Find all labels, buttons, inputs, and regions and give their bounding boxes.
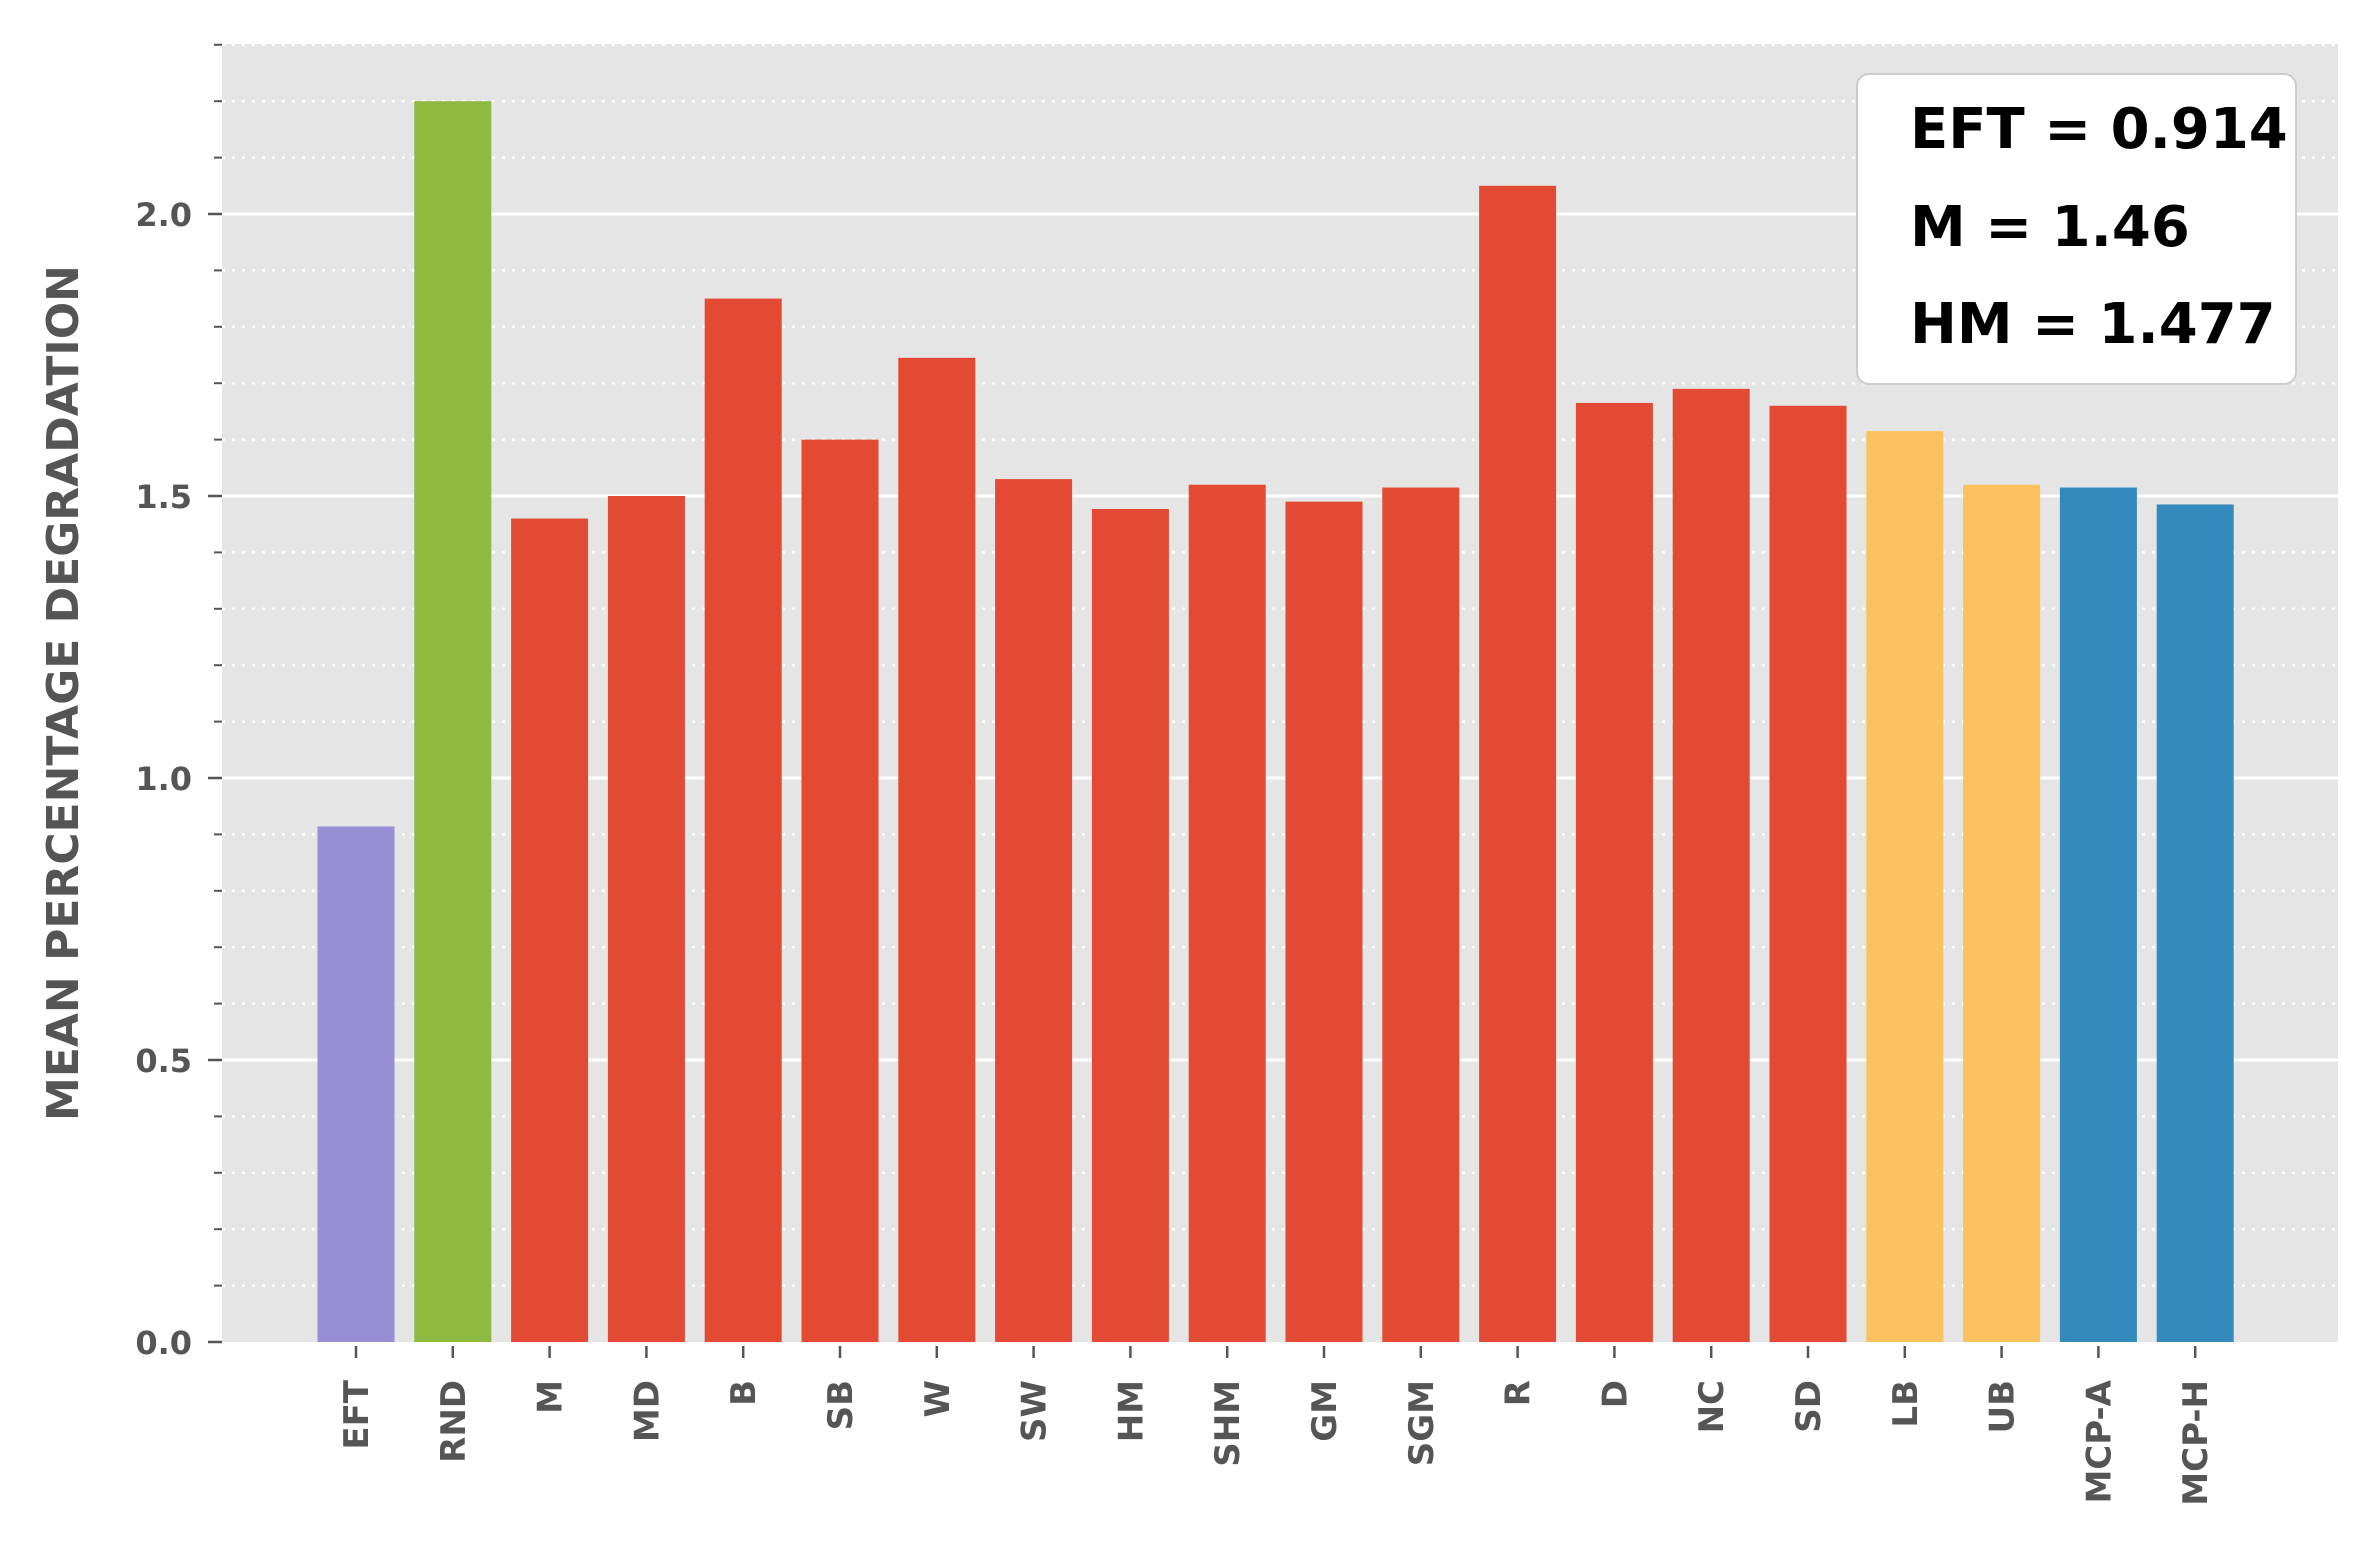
x-tick-label: LB — [1886, 1380, 1926, 1428]
x-tick-label: EFT — [337, 1379, 377, 1449]
x-tick-label: MCP-A — [2079, 1379, 2119, 1503]
annotation-frame — [1856, 73, 2297, 385]
x-tick-label: W — [918, 1380, 958, 1418]
bar-gm — [1285, 501, 1363, 1342]
bar-r — [1479, 185, 1557, 1342]
x-tick-label: MCP-H — [2176, 1380, 2216, 1506]
x-tick-label: UB — [1983, 1380, 2023, 1434]
bar-hm — [1091, 508, 1169, 1342]
bar-sb — [801, 439, 879, 1343]
x-tick-label: GM — [1305, 1380, 1345, 1442]
bar-w — [898, 357, 976, 1342]
bar-sgm — [1382, 487, 1460, 1342]
bars — [317, 101, 2234, 1343]
bar-d — [1575, 402, 1653, 1342]
annotation-line-hm: HM = 1.477 — [1910, 292, 2276, 357]
y-tick-label: 0.0 — [135, 1324, 192, 1362]
bar-mcp-a — [2059, 487, 2137, 1342]
bar-b — [704, 298, 782, 1343]
bar-mcp-h — [2156, 504, 2234, 1343]
y-tick-label: 2.0 — [135, 196, 192, 234]
y-tick-label: 1.5 — [135, 478, 192, 516]
x-tick-label: RND — [434, 1380, 474, 1463]
x-tick-label: HM — [1111, 1380, 1151, 1442]
annotation-line-eft: EFT = 0.914 — [1910, 97, 2288, 162]
bar-eft — [317, 826, 395, 1342]
bar-sd — [1769, 405, 1847, 1342]
x-tick-label: D — [1595, 1380, 1635, 1408]
bar-md — [607, 496, 685, 1342]
bar-rnd — [414, 101, 492, 1343]
y-tick-label: 1.0 — [135, 760, 192, 798]
x-tick-label: MD — [627, 1380, 667, 1442]
annotation-line-m: M = 1.46 — [1910, 195, 2190, 260]
y-axis: 0.0 0.5 1.0 1.5 2.0 — [135, 43, 222, 1362]
x-tick-label: NC — [1692, 1380, 1732, 1433]
y-tick-label: 0.5 — [135, 1042, 192, 1080]
x-axis: EFT RND M MD B SB W SW HM SHM GM SGM R D NC SD LB UB MCP-A… — [337, 1346, 2216, 1506]
annotation-box: EFT = 0.914 M = 1.46 HM = 1.477 — [1856, 73, 2297, 385]
x-tick-label: B — [724, 1380, 764, 1406]
x-tick-label: SW — [1015, 1380, 1055, 1442]
bar-sw — [995, 479, 1073, 1343]
x-tick-label: SGM — [1402, 1380, 1442, 1466]
x-tick-label: R — [1499, 1380, 1539, 1406]
x-tick-label: SHM — [1208, 1380, 1248, 1467]
x-tick-label: SD — [1789, 1380, 1829, 1433]
bar-lb — [1866, 431, 1944, 1342]
bar-nc — [1672, 388, 1750, 1343]
bar-ub — [1963, 484, 2041, 1343]
x-tick-label: SB — [821, 1380, 861, 1430]
x-tick-label: M — [531, 1380, 571, 1414]
y-axis-title: MEAN PERCENTAGE DEGRADATION — [38, 265, 89, 1121]
bar-shm — [1188, 484, 1266, 1343]
bar-m — [511, 518, 589, 1342]
